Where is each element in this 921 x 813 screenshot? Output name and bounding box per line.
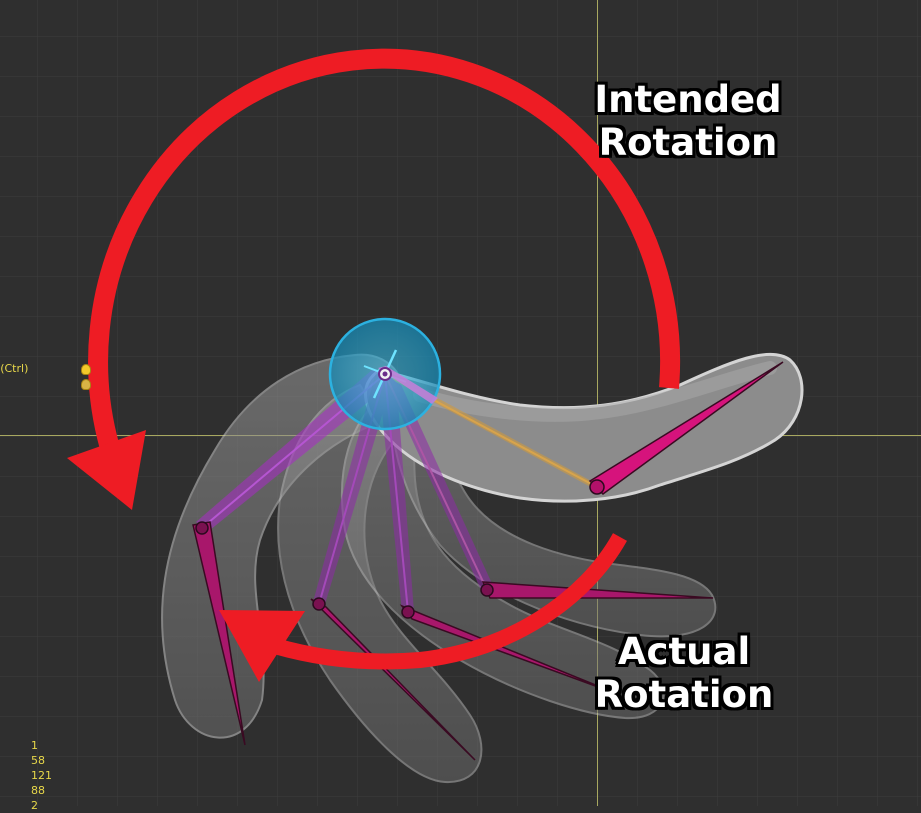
bone-link-glow — [196, 368, 600, 612]
pivot-handle[interactable] — [328, 317, 442, 431]
bone-main[interactable] — [588, 361, 784, 495]
intended-rotation-label: Intended Rotation — [588, 78, 788, 164]
bone-2[interactable] — [310, 597, 476, 761]
label-line: Intended — [594, 78, 782, 121]
actual-rotation-label: Actual Rotation — [584, 630, 784, 716]
bone-4[interactable] — [480, 581, 714, 599]
label-line: Rotation — [598, 121, 778, 164]
ghost-limb-4 — [391, 388, 717, 638]
bone-3[interactable] — [399, 604, 621, 696]
stat-value: 121 — [31, 769, 52, 782]
mode-hint: m (Ctrl) — [0, 362, 29, 375]
lightbulb-icon[interactable] — [81, 379, 91, 390]
stat-value: 88 — [31, 784, 45, 797]
intended-rotation-arrow — [67, 48, 681, 510]
actual-rotation-arrow — [219, 533, 627, 682]
label-line: Actual — [617, 630, 751, 673]
label-line: Rotation — [594, 673, 774, 716]
lightbulb-icon[interactable] — [81, 364, 91, 375]
stat-value: 1 — [31, 739, 38, 752]
stats-panel: 1 58 121 88 2 — [31, 738, 52, 813]
stat-value: 58 — [31, 754, 45, 767]
bone-1[interactable] — [192, 521, 246, 746]
